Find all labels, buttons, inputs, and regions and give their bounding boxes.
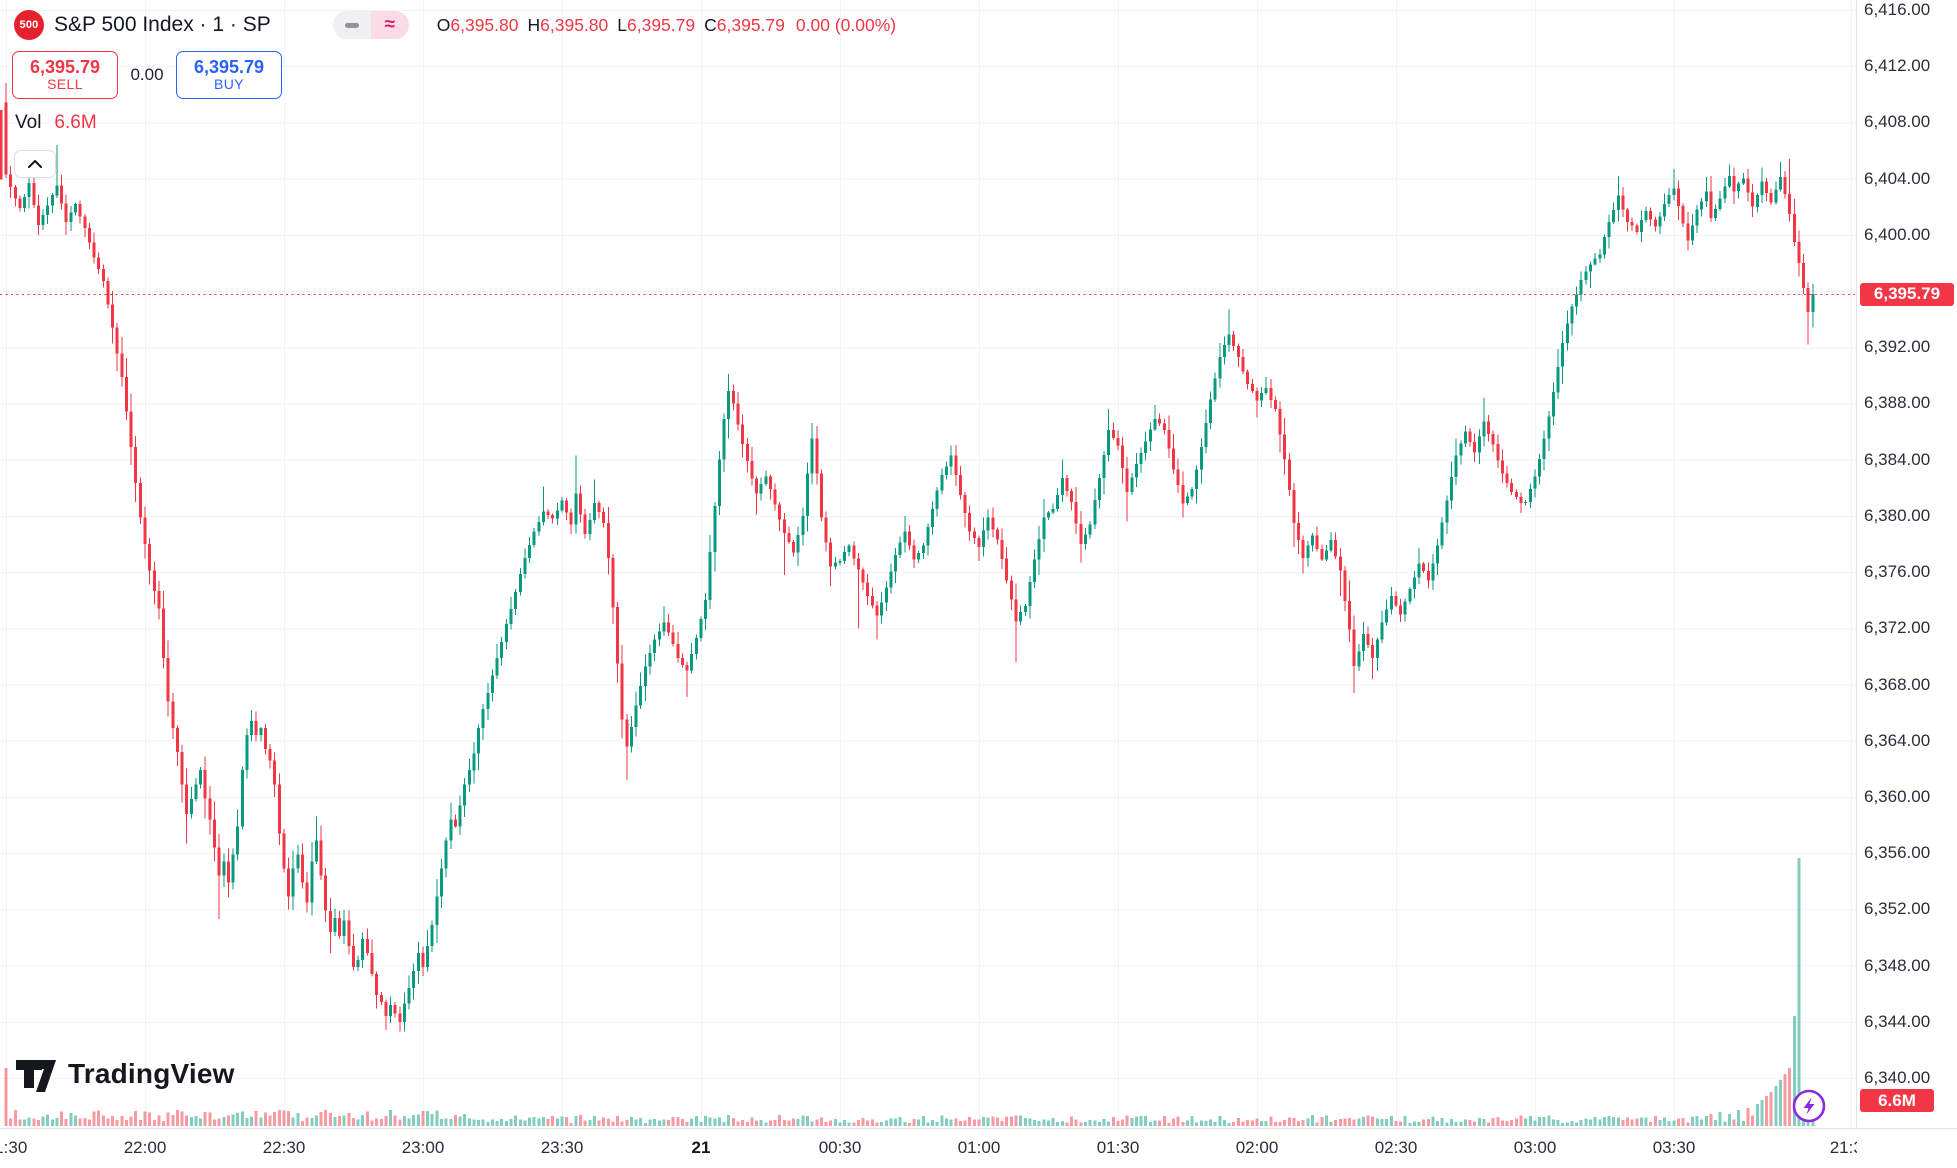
- spread-value: 0.00: [130, 65, 164, 84]
- price-tick-label: 6,400.00: [1864, 224, 1931, 244]
- day-change-label: 21: [691, 1138, 711, 1157]
- minimize-toggle-segment[interactable]: [332, 11, 371, 39]
- time-tick-label: 00:30: [818, 1138, 862, 1157]
- symbol-title[interactable]: S&P 500 Index · 1 · SP: [54, 13, 271, 36]
- high-value: 6,395.80: [540, 14, 609, 35]
- close-value: 6,395.79: [716, 14, 785, 35]
- tradingview-logo-icon: [16, 1060, 56, 1092]
- time-tick-label: 21:30: [1829, 1138, 1857, 1157]
- flash-button[interactable]: [1792, 1089, 1826, 1123]
- collapse-pane-button[interactable]: [14, 150, 56, 178]
- close-label: C: [704, 14, 717, 35]
- time-tick-label: 22:30: [262, 1138, 306, 1157]
- tradingview-logo-text: TradingView: [68, 1058, 235, 1089]
- buy-price: 6,395.79: [193, 57, 265, 78]
- price-tick-label: 6,356.00: [1864, 843, 1931, 863]
- approx-icon: ≈: [384, 14, 395, 35]
- current-price-badge: 6,395.79: [1860, 282, 1954, 306]
- price-tick-label: 6,348.00: [1864, 955, 1931, 975]
- price-tick-label: 6,412.00: [1864, 56, 1931, 76]
- chart-style-toggle[interactable]: ≈: [332, 11, 409, 39]
- price-tick-label: 6,360.00: [1864, 786, 1931, 806]
- high-label: H: [527, 14, 541, 35]
- price-tick-label: 6,340.00: [1864, 1067, 1931, 1087]
- trade-buttons: 6,395.79 SELL 0.00 6,395.79 BUY: [12, 51, 282, 99]
- time-labels: 21:30 22:00 22:30 23:00 23:30 21 00:30 01:00 01:…: [0, 1129, 1857, 1168]
- price-tick-label: 6,384.00: [1864, 449, 1931, 469]
- volume-indicator-label: Vol: [15, 112, 42, 133]
- price-axis[interactable]: 6,416.00 6,412.00 6,408.00 6,404.00 6,400.00…: [1856, 0, 1957, 1128]
- time-tick-label: 21:30: [0, 1138, 28, 1157]
- price-tick-label: 6,380.00: [1864, 505, 1931, 525]
- price-tick-label: 6,376.00: [1864, 562, 1931, 582]
- price-tick-label: 6,388.00: [1864, 393, 1931, 413]
- buy-label: BUY: [214, 76, 244, 93]
- time-tick-label: 01:30: [1096, 1138, 1140, 1157]
- open-label: O: [436, 14, 451, 35]
- volume-axis-badge: 6.6M: [1860, 1089, 1934, 1112]
- time-tick-label: 01:00: [957, 1138, 1001, 1157]
- price-tick-label: 6,344.00: [1864, 1011, 1931, 1031]
- sell-label: SELL: [47, 76, 83, 93]
- chevron-up-icon: [28, 160, 42, 168]
- price-tick-label: 6,364.00: [1864, 730, 1931, 750]
- approx-toggle-segment[interactable]: ≈: [370, 11, 409, 39]
- sell-price: 6,395.79: [29, 57, 101, 78]
- dash-icon: [344, 22, 359, 28]
- price-tick-label: 6,416.00: [1864, 0, 1931, 19]
- time-tick-label: 03:00: [1513, 1138, 1557, 1157]
- chart-legend: 500 S&P 500 Index · 1 · SP ≈ O6,395.80 H…: [14, 10, 896, 40]
- time-tick-label: 02:00: [1235, 1138, 1279, 1157]
- lightning-icon: [1792, 1089, 1826, 1123]
- low-value: 6,395.79: [627, 14, 696, 35]
- volume-indicator-legend[interactable]: Vol 6.6M: [15, 112, 97, 134]
- open-value: 6,395.80: [450, 14, 519, 35]
- tradingview-logo[interactable]: TradingView: [16, 1056, 235, 1092]
- time-tick-label: 03:30: [1652, 1138, 1696, 1157]
- ohlc-readout: O6,395.80 H6,395.80 L6,395.79 C6,395.79 …: [437, 15, 896, 36]
- volume-indicator-value: 6.6M: [54, 112, 97, 133]
- symbol-logo-icon[interactable]: 500: [14, 10, 44, 40]
- price-tick-label: 6,408.00: [1864, 112, 1931, 132]
- change-value: 0.00 (0.00%): [795, 14, 897, 35]
- time-tick-label: 02:30: [1374, 1138, 1418, 1157]
- price-tick-label: 6,352.00: [1864, 899, 1931, 919]
- sell-button[interactable]: 6,395.79 SELL: [12, 51, 118, 99]
- price-tick-label: 6,404.00: [1864, 168, 1931, 188]
- price-tick-label: 6,372.00: [1864, 618, 1931, 638]
- time-tick-label: 22:00: [123, 1138, 167, 1157]
- price-tick-label: 6,368.00: [1864, 674, 1931, 694]
- time-tick-label: 23:00: [401, 1138, 445, 1157]
- time-tick-label: 23:30: [540, 1138, 584, 1157]
- buy-button[interactable]: 6,395.79 BUY: [176, 51, 282, 99]
- price-tick-label: 6,392.00: [1864, 337, 1931, 357]
- time-axis[interactable]: 21:30 22:00 22:30 23:00 23:30 21 00:30 01:00 01:…: [0, 1128, 1957, 1168]
- low-label: L: [617, 14, 627, 35]
